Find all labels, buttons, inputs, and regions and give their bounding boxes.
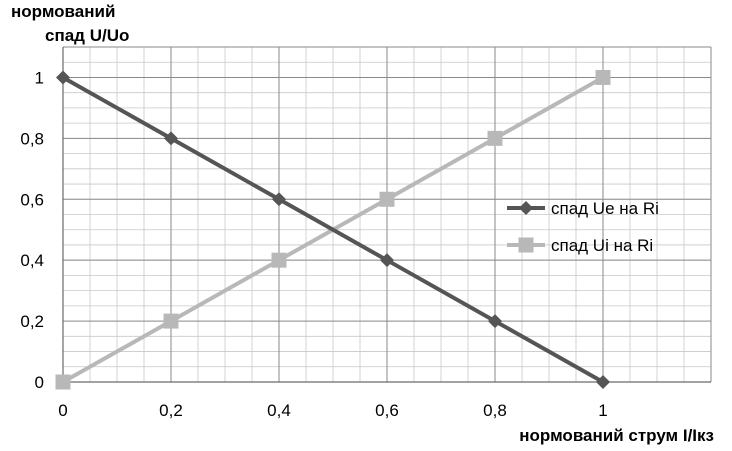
series-1-point	[380, 253, 394, 268]
series-2-point	[379, 191, 395, 207]
y-tick-label: 0,6	[20, 190, 44, 209]
series-1-point	[596, 375, 610, 389]
legend-marker-1	[519, 201, 533, 215]
chart-series	[55, 69, 611, 390]
y-tick-label: 0,2	[20, 312, 44, 331]
series-2-point	[163, 313, 179, 329]
x-tick-label: 0	[58, 401, 67, 420]
series-1-point	[56, 70, 70, 85]
chart-tick-labels: 0 0,2 0,4 0,6 0,8 1 0 0,2 0,4 0,6 0,8 1	[20, 68, 607, 420]
legend-label-2: спад Ui на Ri	[551, 236, 653, 255]
y-tick-label: 0,4	[20, 251, 44, 270]
x-tick-label: 0,4	[267, 401, 291, 420]
y-tick-label: 0	[35, 373, 44, 392]
series-1-point	[272, 192, 286, 207]
series-1-point	[488, 314, 502, 329]
x-tick-label: 0,2	[159, 401, 183, 420]
x-tick-label: 1	[598, 401, 607, 420]
series-2-point	[487, 130, 503, 146]
x-axis-title: нормований струм I/Iкз	[519, 426, 714, 445]
legend-label-1: спад Ue на Ri	[551, 199, 659, 218]
y-axis-title-line-2: спад U/Uo	[45, 26, 130, 45]
series-1-point	[164, 131, 178, 146]
series-2-point	[271, 252, 287, 268]
y-tick-label: 1	[35, 68, 44, 87]
x-tick-label: 0,6	[375, 401, 399, 420]
y-axis-title-line-1: нормований	[11, 2, 116, 21]
series-line-1	[62, 75, 604, 384]
series-2-point	[55, 374, 71, 390]
legend-marker-2	[518, 237, 534, 253]
chart-axes	[62, 46, 712, 383]
x-tick-label: 0,8	[483, 401, 507, 420]
chart-legend: спад Ue на Ri спад Ui на Ri	[507, 199, 659, 255]
y-tick-label: 0,8	[20, 129, 44, 148]
series-2-point	[595, 69, 611, 85]
